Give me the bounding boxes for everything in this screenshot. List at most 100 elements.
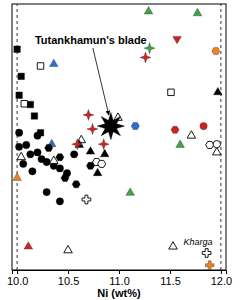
x-tick: 11.5	[160, 270, 181, 287]
x-tick-mark	[221, 270, 222, 274]
point	[169, 242, 178, 249]
series-group	[93, 141, 214, 167]
point	[93, 168, 102, 175]
point	[15, 129, 22, 136]
series-group	[47, 59, 58, 146]
point	[56, 154, 64, 161]
series-group	[212, 48, 220, 55]
reference-line	[17, 4, 18, 270]
x-tick-label: 11.5	[160, 275, 181, 287]
point	[126, 188, 135, 195]
point	[212, 48, 220, 55]
annotation: Kharga	[184, 237, 213, 247]
point	[131, 123, 139, 130]
x-tick-label: 10.0	[7, 275, 28, 287]
point	[43, 158, 50, 165]
point	[87, 124, 98, 135]
annotation: Tutankhamun's blade	[35, 34, 147, 46]
point	[140, 52, 151, 63]
series-group	[45, 144, 95, 187]
point	[14, 46, 20, 52]
plot-area	[13, 4, 222, 270]
point	[206, 141, 214, 148]
point	[34, 149, 41, 156]
x-axis-line	[13, 271, 227, 275]
point	[82, 195, 91, 204]
series-group	[131, 123, 139, 130]
point	[43, 188, 50, 195]
point	[200, 122, 207, 129]
point	[83, 109, 94, 120]
series-group	[200, 122, 207, 129]
point	[168, 89, 174, 95]
point	[17, 152, 26, 159]
point	[202, 249, 211, 258]
point	[50, 156, 59, 163]
point	[205, 261, 214, 270]
point	[100, 149, 109, 156]
series-group	[13, 173, 22, 180]
series-group	[171, 126, 179, 133]
point	[24, 242, 33, 249]
x-tick-mark	[170, 270, 171, 274]
point	[97, 112, 124, 139]
series-group	[173, 36, 182, 43]
point	[72, 139, 83, 150]
point	[64, 245, 73, 252]
x-tick: 10.5	[58, 270, 79, 287]
point	[13, 173, 22, 180]
series-group	[15, 129, 77, 205]
series-group	[14, 46, 44, 136]
point	[21, 101, 27, 107]
point	[98, 160, 106, 167]
point	[173, 36, 182, 43]
series-group	[97, 112, 124, 139]
series-group	[213, 141, 220, 148]
point	[27, 151, 34, 158]
series-group	[205, 261, 214, 270]
point	[144, 7, 153, 14]
series-group	[82, 195, 211, 257]
x-axis-title: Ni (wt%)	[97, 287, 141, 299]
plot-frame	[12, 4, 226, 270]
point	[29, 168, 36, 175]
point	[213, 147, 222, 154]
point	[37, 63, 43, 69]
point	[18, 73, 24, 79]
x-tick-label: 10.5	[58, 275, 79, 287]
series-group	[72, 52, 151, 150]
chart: 10.0 10.5 11.0 11.5 12.0 Ni (wt%) Tutankhamun'…	[0, 0, 240, 300]
x-tick-mark	[17, 270, 18, 274]
point	[193, 8, 202, 15]
point	[56, 198, 63, 205]
point	[23, 141, 30, 148]
point	[61, 174, 69, 181]
point	[20, 160, 27, 167]
reference-line	[220, 4, 221, 270]
point	[16, 92, 22, 98]
point	[98, 139, 109, 150]
point	[72, 181, 80, 188]
point	[45, 144, 53, 151]
point	[31, 113, 37, 119]
x-tick: 11.0	[109, 270, 130, 287]
x-tick-mark	[119, 270, 120, 274]
x-axis: 10.0 10.5 11.0 11.5 12.0	[7, 270, 232, 287]
point	[176, 140, 185, 147]
x-tick: 12.0	[211, 270, 232, 287]
point	[171, 126, 179, 133]
point	[214, 87, 223, 94]
x-tick-label: 11.0	[109, 275, 130, 287]
point	[27, 101, 33, 107]
point	[213, 141, 220, 148]
x-tick-mark	[68, 270, 69, 274]
x-tick-label: 12.0	[211, 275, 232, 287]
x-tick: 10.0	[7, 270, 28, 287]
point	[86, 147, 95, 154]
point	[50, 59, 59, 66]
series-group	[17, 113, 221, 253]
point	[71, 151, 78, 158]
point	[34, 132, 41, 139]
point	[15, 143, 22, 150]
annotation-arrow	[93, 48, 109, 115]
